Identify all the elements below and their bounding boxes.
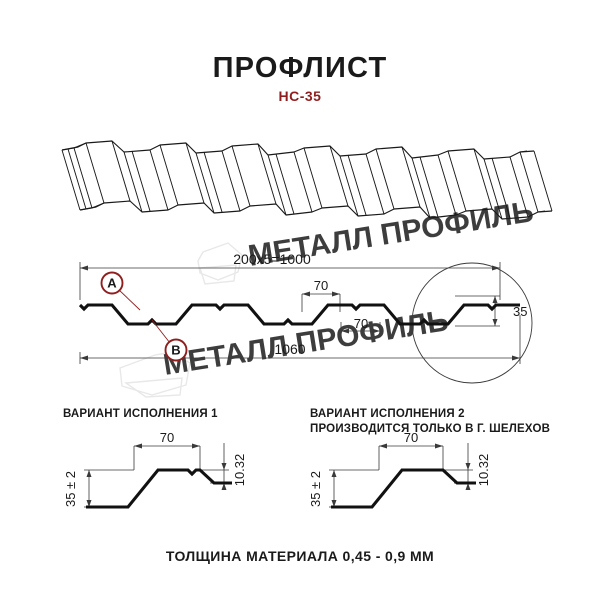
dim-height-label: 35 [513, 304, 527, 319]
variant-2-line2: ПРОИЗВОДИТСЯ ТОЛЬКО В Г. ШЕЛЕХОВ [310, 423, 551, 435]
page-subtitle: НС-35 [278, 88, 322, 104]
v1-dim-1032-label: 10.32 [232, 454, 247, 487]
dim-total-top-label: 200x5=1000 [233, 251, 311, 267]
profile-polyline [78, 303, 520, 326]
v1-dim-35-label: 35 ± 2 [63, 471, 78, 507]
v2-dim-1032-label: 10.32 [476, 454, 491, 487]
variant-1-line1: ВАРИАНТ ИСПОЛНЕНИЯ 1 [63, 408, 218, 420]
variant-2-label: ВАРИАНТ ИСПОЛНЕНИЯ 2 ПРОИЗВОДИТСЯ ТОЛЬКО… [310, 407, 550, 437]
material-thickness-note: ТОЛЩИНА МАТЕРИАЛА 0,45 - 0,9 ММ [165, 548, 435, 564]
marker-b: B [151, 319, 188, 362]
marker-a: A [100, 271, 141, 311]
v2-dim-70-label: 70 [404, 430, 418, 445]
variant-2-line1: ВАРИАНТ ИСПОЛНЕНИЯ 2 [310, 408, 465, 420]
variant-1-label: ВАРИАНТ ИСПОЛНЕНИЯ 1 [63, 407, 218, 422]
variant-2-profile [331, 468, 476, 509]
dim-crest-label: 70 [314, 278, 328, 293]
variant-1-profile [86, 468, 232, 509]
watermark-logo-lower [119, 351, 191, 396]
watermark-logo-lower-tail [124, 377, 183, 398]
dim-total-bottom-label: 1060 [274, 341, 305, 357]
dim-trough-label: 70 [354, 316, 368, 331]
watermark-logo-upper-tail [199, 264, 237, 285]
v1-dim-70-label: 70 [160, 430, 174, 445]
marker-a-label: A [107, 276, 117, 291]
watermark-logo-upper [197, 242, 243, 281]
v2-dim-35-label: 35 ± 2 [308, 471, 323, 507]
marker-b-label: B [171, 343, 180, 358]
page-title: ПРОФЛИСТ [212, 52, 388, 84]
